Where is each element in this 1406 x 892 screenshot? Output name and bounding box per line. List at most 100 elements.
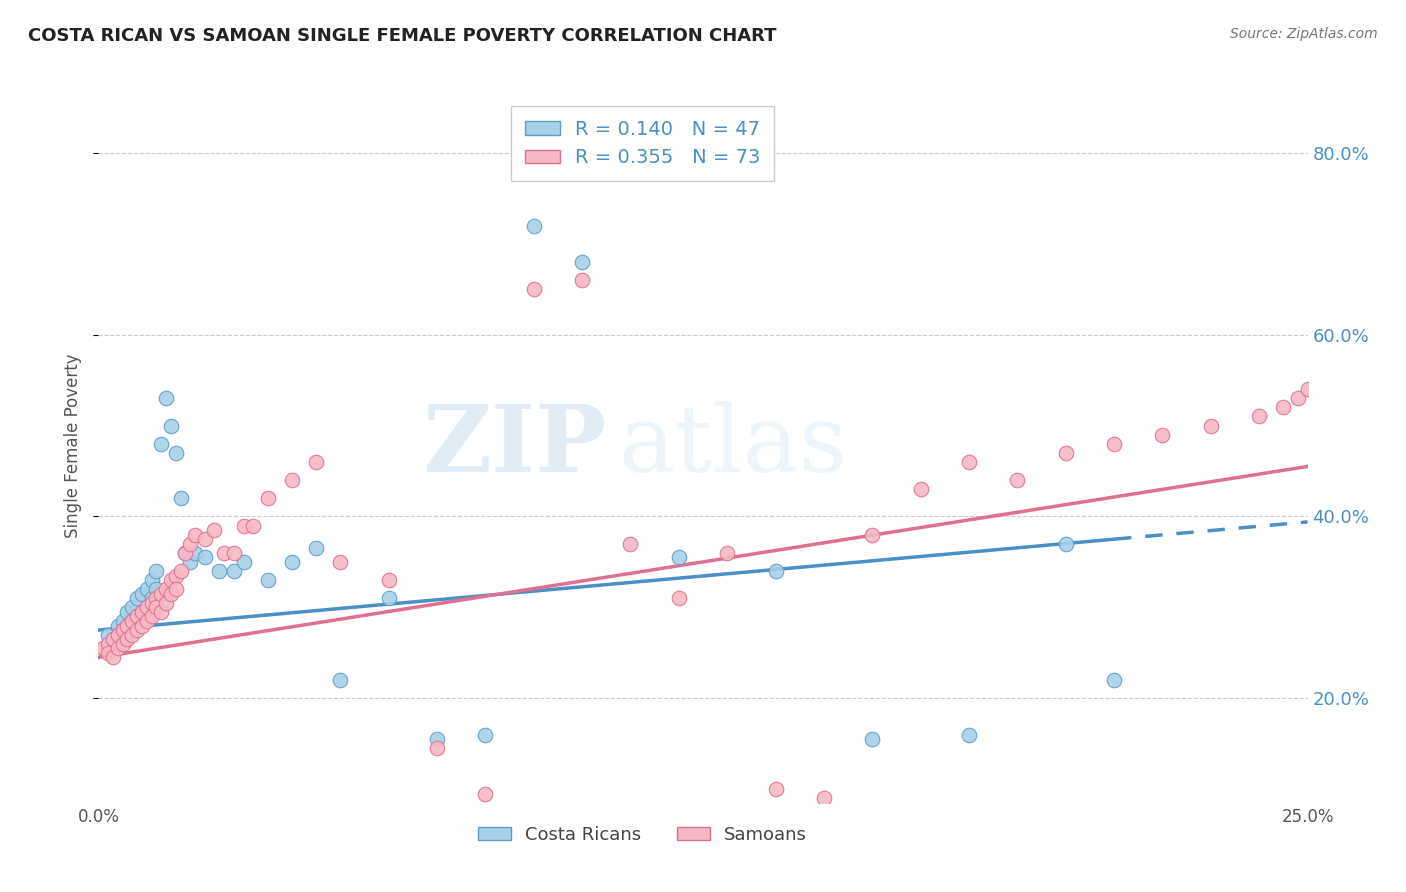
Point [97,627,120,641]
Point [127,623,149,637]
Point [305,541,328,556]
Point [111,614,134,628]
Point [145,600,167,615]
Point [107,637,129,651]
Point [107,627,129,641]
Point [1199,418,1222,433]
Point [91,641,114,656]
Point [1336,364,1358,378]
Point [281,555,304,569]
Point [668,591,690,606]
Point [1286,391,1309,405]
Point [150,605,173,619]
Point [165,446,187,460]
Point [194,550,217,565]
Point [97,646,120,660]
Point [212,546,235,560]
Point [169,564,191,578]
Point [377,591,399,606]
Point [179,537,201,551]
Point [242,518,264,533]
Point [1344,359,1367,374]
Point [117,627,139,641]
Point [184,546,207,560]
Point [145,582,167,597]
Point [155,391,177,405]
Point [329,673,352,687]
Text: Source: ZipAtlas.com: Source: ZipAtlas.com [1230,27,1378,41]
Point [204,523,226,537]
Point [135,600,157,615]
Point [765,564,787,578]
Point [141,591,163,606]
Point [127,609,149,624]
Point [145,564,167,578]
Text: COSTA RICAN VS SAMOAN SINGLE FEMALE POVERTY CORRELATION CHART: COSTA RICAN VS SAMOAN SINGLE FEMALE POVE… [28,27,776,45]
Point [141,609,163,624]
Point [1393,351,1406,365]
Legend: Costa Ricans, Samoans: Costa Ricans, Samoans [471,819,814,851]
Point [131,605,153,619]
Point [474,728,496,742]
Point [281,473,304,487]
Point [97,637,120,651]
Point [256,491,278,506]
Point [141,596,163,610]
Point [160,573,183,587]
Point [111,637,134,651]
Point [668,550,690,565]
Point [571,273,593,287]
Point [194,532,217,546]
Point [131,605,153,619]
Point [813,791,835,805]
Point [1152,427,1174,442]
Point [127,609,149,624]
Point [1007,473,1029,487]
Point [426,741,449,756]
Point [121,614,143,628]
Point [184,527,207,541]
Point [426,732,449,747]
Point [117,605,139,619]
Point [619,537,641,551]
Point [208,564,231,578]
Point [523,282,546,296]
Point [957,728,980,742]
Point [174,546,197,560]
Point [121,600,143,615]
Point [127,591,149,606]
Y-axis label: Single Female Poverty: Single Female Poverty [65,354,83,538]
Point [222,546,245,560]
Point [131,618,153,632]
Point [1054,537,1077,551]
Point [174,546,197,560]
Point [716,546,738,560]
Point [523,219,546,233]
Point [101,650,124,665]
Point [101,632,124,647]
Point [571,255,593,269]
Point [1102,436,1125,450]
Point [1054,446,1077,460]
Point [860,527,883,541]
Point [121,614,143,628]
Point [765,782,787,797]
Point [141,573,163,587]
Point [131,587,153,601]
Point [329,555,352,569]
Point [107,618,129,632]
Point [145,591,167,606]
Point [165,582,187,597]
Point [957,455,980,469]
Point [232,518,254,533]
Point [111,623,134,637]
Point [135,614,157,628]
Point [101,632,124,647]
Point [117,632,139,647]
Point [155,582,177,597]
Point [111,623,134,637]
Point [150,436,173,450]
Point [377,573,399,587]
Point [121,627,143,641]
Point [150,587,173,601]
